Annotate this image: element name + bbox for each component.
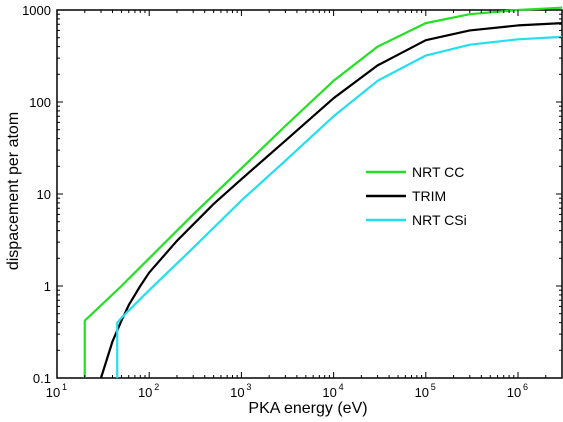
series-line-0 [83,6,563,378]
y-tick-label: 0.1 [33,371,51,386]
y-axis-title: dispacement per atom [5,112,22,270]
y-tick-label: 10 [37,187,51,202]
x-tick-exponent: 3 [246,382,251,392]
x-tick-exponent: 1 [62,382,67,392]
x-tick-label: 10 [230,385,244,400]
x-tick-label: 10 [507,385,521,400]
legend: NRT CC TRIM NRT CSi [366,164,467,228]
x-tick-exponent: 2 [154,382,159,392]
series-layer [83,6,563,379]
y-tick-label: 1000 [22,3,51,18]
legend-label: NRT CC [412,164,464,180]
x-tick-exponent: 6 [523,382,528,392]
y-tick-label: 1 [44,279,51,294]
plot-border [56,9,563,379]
plot-area [56,9,563,379]
x-tick-exponent: 4 [339,382,344,392]
legend-label: NRT CSi [412,212,467,228]
x-tick-exponent: 5 [431,382,436,392]
series-line-2 [116,35,563,378]
x-tick-label: 10 [415,385,429,400]
legend-label: TRIM [412,188,446,204]
x-tick-label: 10 [322,385,336,400]
x-axis-ticks: 10 1 10 2 10 3 10 4 10 5 10 6 [46,10,563,400]
x-tick-label: 10 [138,385,152,400]
x-tick-label: 10 [46,385,60,400]
series-line-1 [99,22,563,379]
y-axis-ticks: 0.1 1 10 100 1000 [22,3,562,386]
x-axis-title: PKA energy (eV) [248,400,367,417]
y-tick-label: 100 [29,95,51,110]
